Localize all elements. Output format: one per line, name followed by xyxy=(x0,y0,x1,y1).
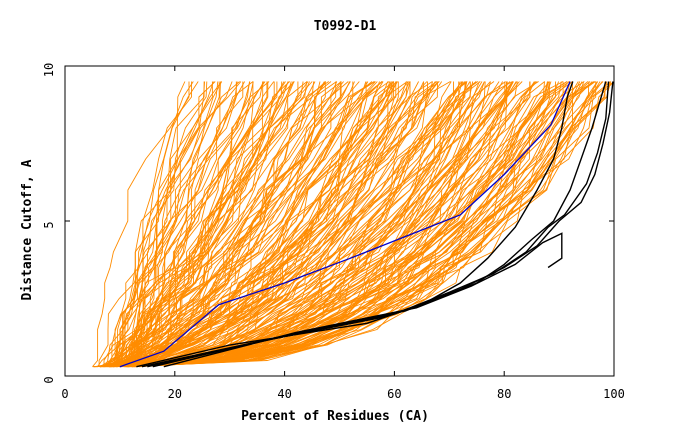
best-model-curve xyxy=(136,81,574,368)
model-curve xyxy=(128,81,310,367)
model-curve xyxy=(103,81,315,367)
chart-title: T0992-D1 xyxy=(314,19,377,34)
model-curve xyxy=(105,81,369,368)
highlight-curve xyxy=(119,81,571,368)
y-tick-label: 10 xyxy=(42,63,56,77)
model-curve xyxy=(110,81,467,368)
model-curve xyxy=(136,81,452,368)
best-model-curve xyxy=(152,81,614,368)
model-curve xyxy=(132,81,367,368)
model-curve xyxy=(128,81,477,368)
model-curve xyxy=(109,81,599,368)
model-curve xyxy=(119,81,550,368)
model-curve xyxy=(97,81,275,367)
model-curve xyxy=(105,81,397,368)
model-curve xyxy=(110,81,583,368)
model-curve xyxy=(100,81,451,368)
y-tick-label: 5 xyxy=(42,221,56,228)
model-curve xyxy=(118,81,383,368)
model-curve xyxy=(120,81,233,367)
model-curve xyxy=(110,81,325,368)
model-curve xyxy=(120,81,568,368)
model-curve xyxy=(103,81,240,368)
model-curve xyxy=(100,81,460,368)
model-curve xyxy=(98,81,223,367)
model-curve xyxy=(118,81,242,367)
x-tick-label: 80 xyxy=(497,387,511,401)
model-curve xyxy=(104,81,214,367)
model-curve xyxy=(112,81,266,367)
y-axis-label: Distance Cutoff, A xyxy=(20,159,35,300)
model-curve xyxy=(113,81,394,368)
model-curve xyxy=(114,81,603,368)
y-tick-label: 0 xyxy=(42,376,56,383)
x-tick-label: 100 xyxy=(603,387,625,401)
model-curve xyxy=(93,81,535,368)
model-curve xyxy=(99,81,327,368)
model-curve xyxy=(116,81,354,367)
model-curve xyxy=(130,81,495,368)
highlighted-model-curve xyxy=(119,81,571,368)
model-curve xyxy=(126,81,286,367)
model-curve xyxy=(107,81,433,368)
best-model-curve xyxy=(147,81,610,368)
model-curve xyxy=(96,81,474,368)
model-curve xyxy=(129,81,397,368)
model-curve xyxy=(102,81,292,368)
model-curve xyxy=(117,81,254,367)
model-curve xyxy=(114,81,194,367)
model-curve xyxy=(113,81,376,368)
model-curve xyxy=(97,81,500,368)
x-tick-label: 20 xyxy=(168,387,182,401)
best-model-curve xyxy=(163,232,563,368)
model-curve xyxy=(114,81,604,368)
model-curve xyxy=(124,81,308,367)
y-axis: 0 5 10 xyxy=(42,63,614,384)
model-curve xyxy=(102,81,342,368)
best-model-curves xyxy=(136,81,614,368)
model-curve xyxy=(119,81,222,367)
x-tick-label: 0 xyxy=(61,387,68,401)
model-curve xyxy=(92,81,615,368)
model-curve xyxy=(107,81,360,368)
model-curve xyxy=(112,81,611,368)
x-axis-label: Percent of Residues (CA) xyxy=(241,409,429,424)
model-curves xyxy=(92,81,615,368)
model-curve xyxy=(103,81,611,368)
model-curve xyxy=(117,81,254,367)
x-tick-label: 40 xyxy=(277,387,291,401)
model-curve xyxy=(109,81,608,368)
model-curve xyxy=(129,81,439,368)
model-curve xyxy=(109,81,321,368)
model-curve xyxy=(116,81,285,368)
x-axis: 0 20 40 60 80 100 xyxy=(61,66,625,401)
x-tick-label: 60 xyxy=(387,387,401,401)
model-curve xyxy=(115,81,468,368)
model-curve xyxy=(92,81,190,367)
model-curve xyxy=(115,81,392,368)
model-curve xyxy=(132,81,513,368)
model-curve xyxy=(94,81,466,368)
model-curve xyxy=(99,81,443,368)
model-curve xyxy=(127,81,615,368)
